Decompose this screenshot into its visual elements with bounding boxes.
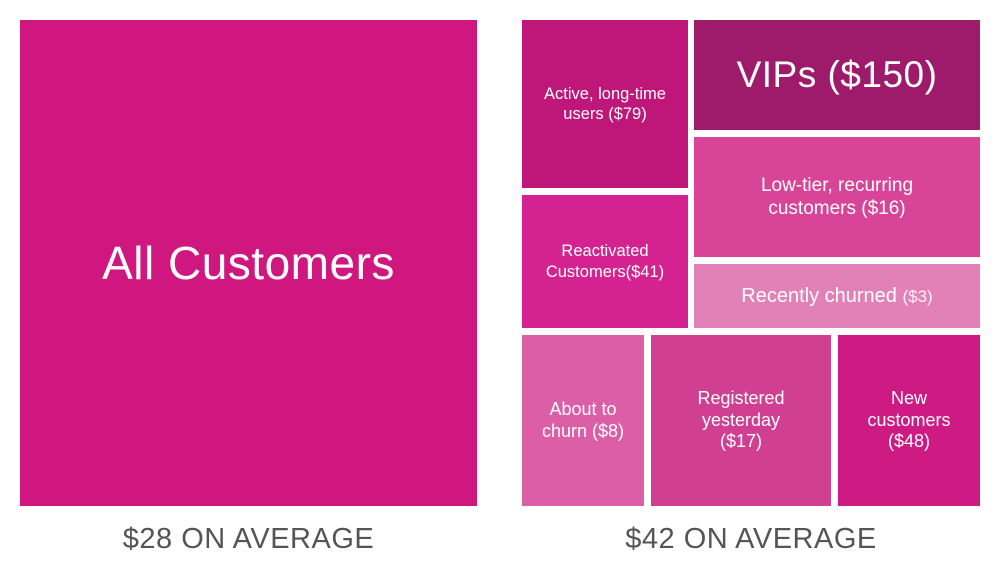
- about-to-churn-label-line2: churn ($8): [541, 420, 625, 441]
- active-users-block: Active, long-time users ($79): [522, 20, 688, 188]
- right-average-caption: $42 ON AVERAGE: [625, 523, 877, 555]
- reactivated-label-line1: Reactivated: [561, 242, 649, 261]
- registered-label-line1: Registered: [697, 387, 785, 408]
- low-tier-label-line2: customers ($16): [768, 198, 906, 219]
- active-users-label-line1: Active, long-time: [544, 84, 666, 103]
- left-average-caption: $28 ON AVERAGE: [122, 523, 375, 555]
- new-customers-label-line2: customers: [867, 409, 951, 430]
- registered-yesterday-block: Registered yesterday ($17): [651, 335, 831, 506]
- low-tier-block: Low-tier, recurring customers ($16): [694, 137, 980, 257]
- recently-churned-label: Recently churned: [741, 284, 897, 307]
- vips-label: VIPs ($150): [736, 54, 938, 96]
- vips-block: VIPs ($150): [694, 20, 980, 130]
- registered-label-line2: yesterday: [701, 409, 781, 430]
- new-customers-label-line1: New: [890, 387, 927, 408]
- new-customers-block: New customers ($48): [838, 335, 980, 506]
- new-customers-label-line3: ($48): [887, 431, 931, 452]
- about-to-churn-block: About to churn ($8): [522, 335, 644, 506]
- reactivated-block: Reactivated Customers($41): [522, 195, 688, 328]
- reactivated-label-line2: Customers($41): [545, 262, 665, 281]
- all-customers-block: All Customers: [20, 20, 477, 506]
- registered-label-line3: ($17): [719, 431, 762, 452]
- recently-churned-value: ($3): [902, 286, 933, 306]
- active-users-label-line2: users ($79): [563, 105, 647, 123]
- low-tier-label-line1: Low-tier, recurring: [760, 174, 914, 196]
- about-to-churn-label-line1: About to: [549, 398, 617, 419]
- all-customers-label: All Customers: [102, 236, 395, 289]
- recently-churned-block: Recently churned ($3): [694, 264, 980, 328]
